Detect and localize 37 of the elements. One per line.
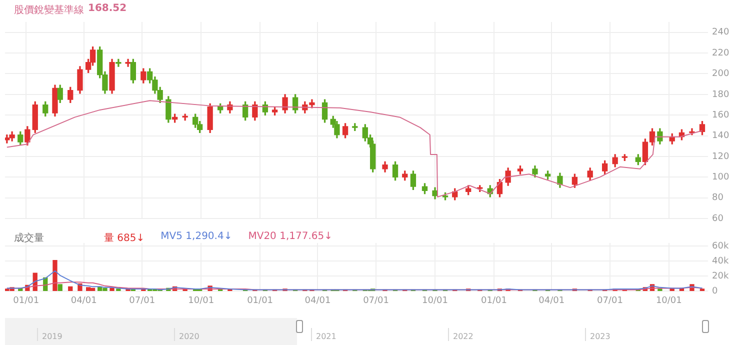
y-tick-label: 40k: [712, 256, 730, 266]
text: 2022: [448, 328, 474, 341]
x-tick-label: 07/01: [363, 296, 390, 306]
y-tick-label: 120: [712, 152, 730, 162]
x-tick-label: 01/01: [247, 296, 274, 306]
text: MV5 1,290.4↓: [160, 231, 232, 244]
chart-title: 成交量: [14, 232, 44, 245]
y-tick-label: 140: [712, 131, 730, 142]
x-tick-label: 07/01: [596, 296, 623, 306]
x-tick-label: 07/01: [129, 296, 156, 306]
y-tick-label: 80: [712, 193, 724, 204]
x-tick-label: 04/01: [70, 296, 97, 306]
x-tick-label: 10/01: [422, 296, 448, 306]
text: 168.52: [88, 3, 127, 16]
x-tick-label: 04/01: [538, 296, 565, 306]
x-tick-label: 01/01: [13, 296, 40, 306]
y-tick-label: 180: [712, 90, 730, 100]
x-tick-label: 01/01: [480, 296, 507, 306]
y-tick-label: 100: [712, 172, 730, 183]
y-tick-label: 220: [712, 48, 730, 58]
text: 2020: [174, 328, 200, 341]
y-tick-label: 60k: [712, 241, 730, 252]
x-tick-label: 04/01: [304, 296, 331, 306]
y-tick-label: 200: [712, 69, 730, 80]
y-tick-label: 0: [712, 286, 718, 297]
y-tick-label: 60: [712, 214, 724, 224]
y-tick-label: 240: [712, 28, 730, 38]
text: 2021: [311, 328, 336, 341]
text: MV20 1,177.65↓: [248, 231, 333, 244]
text: 2019: [37, 328, 62, 341]
x-tick-label: 10/01: [188, 296, 214, 306]
text: 量 685↓: [104, 232, 145, 245]
text: 股價銳變基準線: [14, 4, 84, 17]
y-tick-label: 160: [712, 110, 730, 120]
x-tick-label: 10/01: [656, 296, 682, 306]
text: 2023: [585, 328, 610, 341]
y-tick-label: 20k: [712, 271, 730, 282]
